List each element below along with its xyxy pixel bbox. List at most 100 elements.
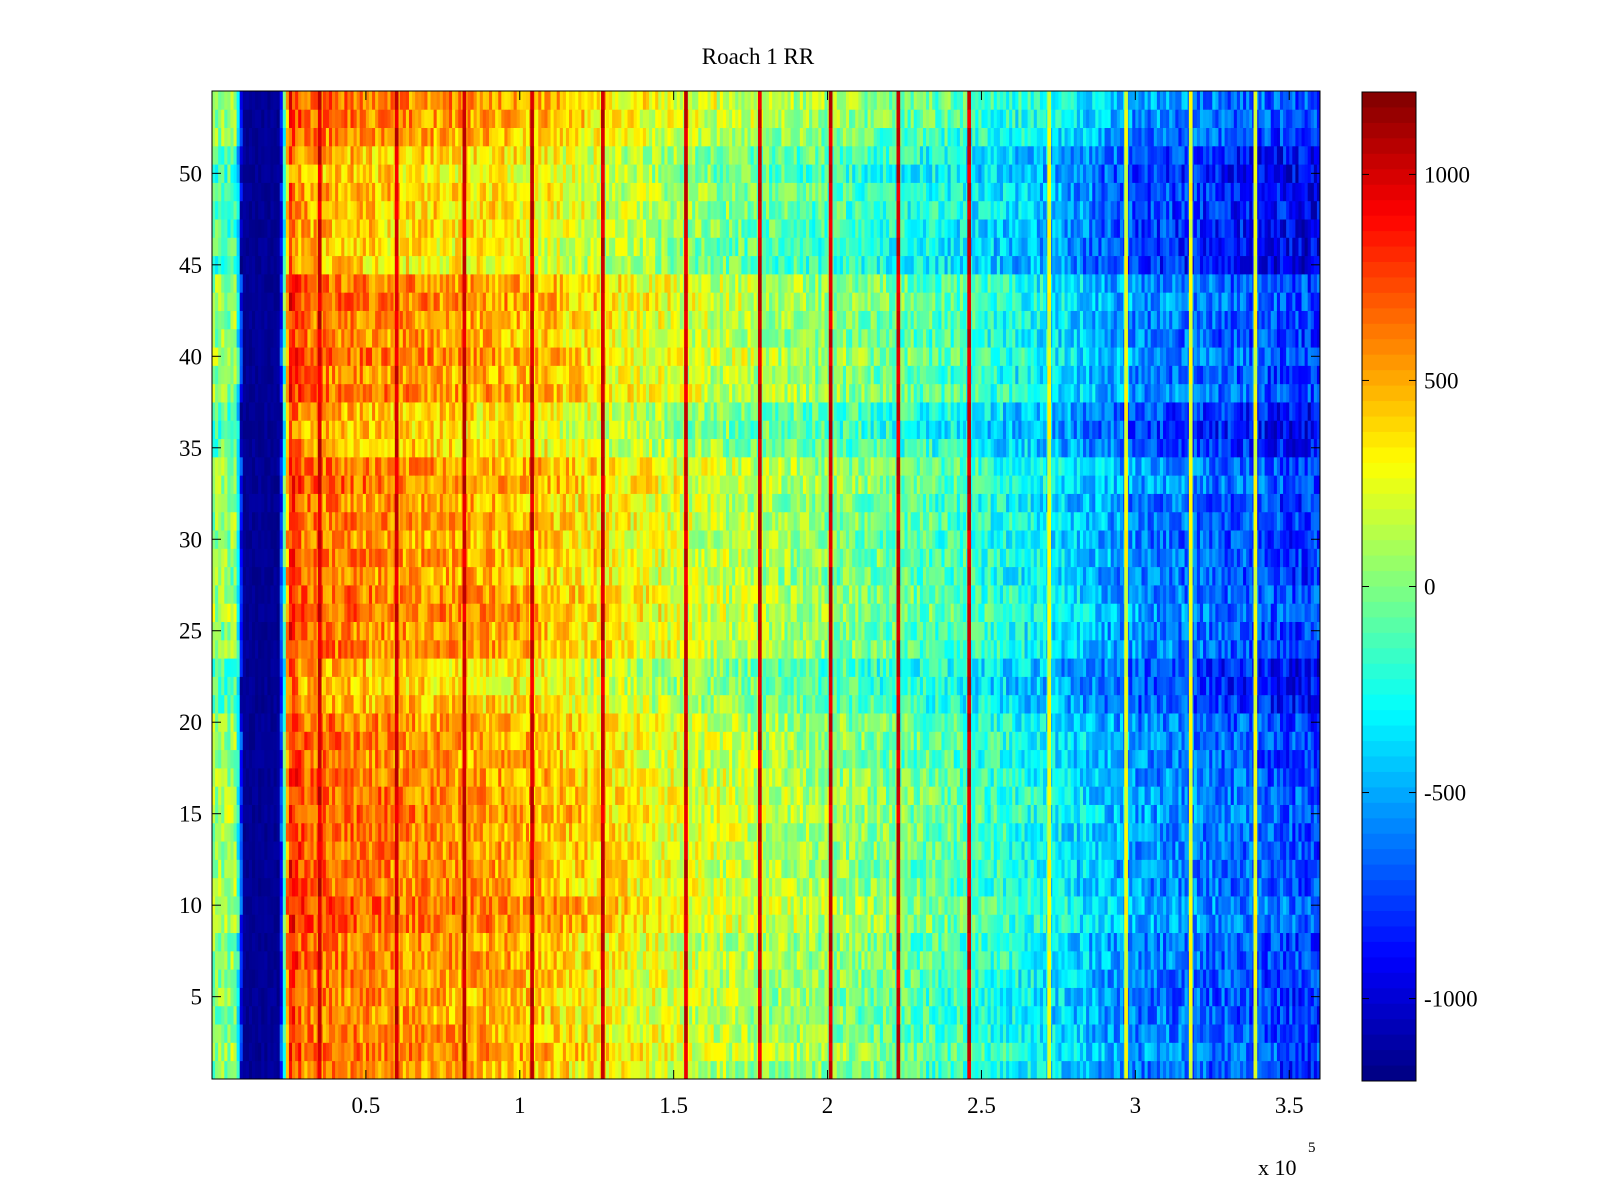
heatmap-cell	[593, 1060, 598, 1080]
heatmap-cell	[569, 877, 573, 897]
heatmap-cell	[873, 841, 878, 860]
heatmap-cell	[729, 914, 733, 934]
heatmap-cell	[559, 914, 564, 934]
heatmap-cell	[633, 1024, 638, 1043]
heatmap-cell	[855, 987, 859, 1007]
heatmap-cell	[793, 896, 798, 915]
heatmap-cell	[452, 877, 456, 897]
heatmap-cell	[919, 969, 924, 988]
heatmap-cell	[858, 859, 862, 879]
heatmap-cell	[593, 859, 598, 879]
heatmap-cell	[821, 969, 825, 988]
heatmap-cell	[442, 987, 447, 1007]
heatmap-cell	[698, 822, 702, 842]
heatmap-cell	[775, 969, 779, 988]
heatmap-cell	[926, 987, 930, 1007]
heatmap-cell	[1286, 987, 1290, 1007]
heatmap-cell	[587, 859, 591, 879]
heatmap-cell	[1172, 896, 1176, 915]
heatmap-cell	[882, 1042, 887, 1062]
heatmap-cell	[359, 932, 364, 952]
heatmap-cell	[1083, 987, 1087, 1007]
heatmap-cell	[519, 841, 524, 860]
heatmap-cell	[415, 1042, 419, 1062]
heatmap-cell	[692, 1060, 696, 1080]
heatmap-cell	[907, 822, 912, 842]
heatmap-cell	[227, 841, 231, 860]
heatmap-cell	[381, 841, 385, 860]
heatmap-cell	[1276, 1060, 1281, 1080]
heatmap-cell	[578, 1042, 582, 1062]
heatmap-cell	[559, 1042, 564, 1062]
heatmap-cell	[962, 1024, 967, 1043]
heatmap-cell	[252, 859, 256, 879]
heatmap-cell	[473, 932, 478, 952]
heatmap-cell	[846, 1042, 850, 1062]
heatmap-cell	[273, 932, 278, 952]
heatmap-cell	[402, 1005, 407, 1025]
heatmap-cell	[704, 822, 708, 842]
heatmap-cell	[873, 1024, 878, 1043]
heatmap-cell	[1110, 987, 1115, 1007]
heatmap-cell	[452, 896, 456, 915]
heatmap-cell	[519, 1024, 524, 1043]
heatmap-cell	[304, 1005, 308, 1025]
heatmap-cell	[664, 1024, 668, 1043]
heatmap-cell	[1307, 841, 1312, 860]
heatmap-cell	[390, 877, 394, 897]
heatmap-cell	[852, 1005, 856, 1025]
heatmap-cell	[341, 859, 345, 879]
heatmap-cell	[384, 859, 388, 879]
heatmap-cell	[996, 932, 1001, 952]
heatmap-cell	[1156, 822, 1161, 842]
heatmap-cell	[455, 932, 459, 952]
heatmap-cell	[658, 896, 662, 915]
heatmap-cell	[1104, 914, 1109, 934]
heatmap-cell	[1138, 841, 1142, 860]
heatmap-cell	[842, 950, 847, 970]
heatmap-cell	[655, 987, 659, 1007]
heatmap-cell	[412, 987, 416, 1007]
heatmap-cell	[858, 932, 862, 952]
heatmap-cell	[261, 932, 265, 952]
heatmap-cell	[399, 950, 404, 970]
heatmap-cell	[470, 1042, 475, 1062]
heatmap-cell	[1206, 1005, 1210, 1025]
heatmap-cell	[1258, 1005, 1262, 1025]
heatmap-cell	[264, 914, 268, 934]
heatmap-cell	[559, 1060, 564, 1080]
heatmap-cell	[501, 932, 505, 952]
heatmap-cell	[1119, 841, 1124, 860]
heatmap-cell	[642, 896, 647, 915]
heatmap-cell	[1033, 969, 1038, 988]
heatmap-cell	[1236, 1005, 1241, 1025]
heatmap-cell	[267, 841, 271, 860]
heatmap-cell	[796, 841, 801, 860]
heatmap-cell	[781, 914, 785, 934]
heatmap-cell	[886, 914, 890, 934]
heatmap-cell	[242, 859, 247, 879]
heatmap-cell	[212, 1024, 216, 1043]
heatmap-cell	[605, 822, 610, 842]
heatmap-cell	[292, 859, 296, 879]
heatmap-cell	[353, 841, 358, 860]
heatmap-cell	[556, 896, 561, 915]
heatmap-cell	[1012, 987, 1016, 1007]
heatmap-cell	[1089, 950, 1093, 970]
heatmap-cell	[698, 896, 702, 915]
heatmap-cell	[445, 859, 450, 879]
heatmap-cell	[310, 896, 314, 915]
heatmap-cell	[618, 822, 622, 842]
heatmap-cell	[341, 877, 345, 897]
heatmap-cell	[762, 896, 767, 915]
heatmap-cell	[1027, 950, 1032, 970]
heatmap-cell	[609, 822, 613, 842]
heatmap-cell	[1206, 932, 1210, 952]
heatmap-cell	[858, 896, 862, 915]
heatmap-cell	[310, 932, 314, 952]
heatmap-cell	[627, 969, 631, 988]
heatmap-cell	[636, 1024, 641, 1043]
heatmap-cell	[929, 859, 933, 879]
heatmap-cell	[439, 896, 444, 915]
heatmap-cell	[310, 1005, 314, 1025]
